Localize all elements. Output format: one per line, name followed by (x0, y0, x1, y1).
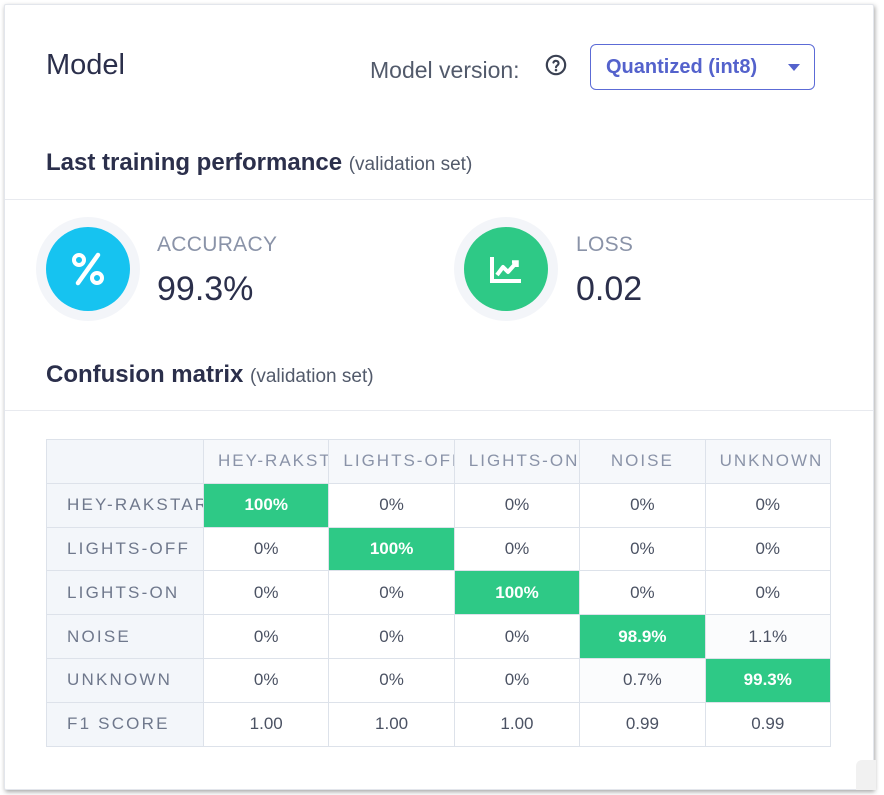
percent-icon (72, 252, 104, 286)
matrix-cell: 0% (453, 526, 581, 572)
matrix-cell: 100% (328, 526, 455, 572)
column-header: NOISE (579, 439, 706, 484)
matrix-cell: 0% (328, 570, 455, 616)
training-performance-title: Last training performance (46, 149, 343, 176)
matrix-cell: 0% (579, 526, 706, 572)
matrix-cell: 0% (202, 657, 330, 703)
table-row: LIGHTS-ON 0% 0% 100% 0% 0% (46, 570, 831, 616)
loss-label: LOSS (576, 233, 634, 256)
matrix-cell: 0% (704, 526, 831, 572)
loss-badge (464, 227, 548, 311)
confusion-matrix-title: Confusion matrix (46, 361, 244, 388)
matrix-cell: 0% (704, 570, 831, 616)
model-version-value: Quantized (int8) (606, 55, 758, 78)
matrix-cell: 0% (202, 614, 330, 659)
caret-down-icon (788, 64, 800, 71)
f1-score-cell: 1.00 (453, 701, 581, 747)
row-header: F1 SCORE (46, 701, 204, 747)
table-corner-cell (46, 439, 204, 484)
row-header: HEY-RAKSTAR (46, 482, 204, 528)
matrix-cell: 0% (328, 614, 455, 659)
table-row: F1 SCORE 1.00 1.00 1.00 0.99 0.99 (46, 701, 831, 747)
matrix-cell: 0% (453, 482, 581, 528)
model-title: Model (46, 49, 125, 81)
divider (5, 410, 873, 411)
matrix-cell: 0% (202, 570, 330, 616)
table-row: NOISE 0% 0% 0% 98.9% 1.1% (46, 614, 831, 659)
confusion-matrix-table: HEY-RAKSTAR LIGHTS-OFF LIGHTS-ON NOISE U… (46, 439, 831, 747)
f1-score-cell: 0.99 (579, 701, 706, 747)
matrix-cell: 0% (202, 526, 330, 572)
table-header-row: HEY-RAKSTAR LIGHTS-OFF LIGHTS-ON NOISE U… (46, 439, 831, 484)
question-circle-icon[interactable] (545, 54, 567, 76)
matrix-cell: 0.7% (579, 657, 706, 703)
loss-value: 0.02 (576, 270, 643, 308)
model-version-select[interactable]: Quantized (int8) (590, 44, 815, 90)
divider (5, 199, 873, 200)
table-row: LIGHTS-OFF 0% 100% 0% 0% 0% (46, 526, 831, 572)
accuracy-badge (46, 227, 130, 311)
f1-score-cell: 0.99 (704, 701, 831, 747)
model-card: Model Model version: Quantized (int8) La… (4, 4, 874, 790)
model-version-label: Model version: (370, 57, 520, 83)
row-header: LIGHTS-OFF (46, 526, 204, 572)
matrix-cell: 0% (453, 657, 581, 703)
matrix-cell: 100% (453, 570, 581, 616)
column-header: LIGHTS-ON (453, 439, 581, 484)
column-header: UNKNOWN (704, 439, 831, 484)
matrix-cell: 0% (704, 482, 831, 528)
matrix-cell: 0% (579, 570, 706, 616)
column-header: LIGHTS-OFF (328, 439, 455, 484)
training-performance-heading: Last training performance (validation se… (46, 149, 472, 177)
chart-line-icon (490, 257, 521, 283)
row-header: LIGHTS-ON (46, 570, 204, 616)
column-header: HEY-RAKSTAR (202, 439, 330, 484)
matrix-cell: 98.9% (579, 614, 706, 659)
confusion-matrix-subtitle: (validation set) (250, 366, 374, 387)
table-row: HEY-RAKSTAR 100% 0% 0% 0% 0% (46, 482, 831, 528)
accuracy-label: ACCURACY (157, 233, 278, 256)
matrix-cell: 0% (328, 482, 455, 528)
matrix-cell: 0% (453, 614, 581, 659)
f1-score-cell: 1.00 (328, 701, 455, 747)
row-header: NOISE (46, 614, 204, 659)
confusion-matrix-heading: Confusion matrix (validation set) (46, 361, 374, 389)
training-performance-subtitle: (validation set) (348, 154, 473, 175)
matrix-cell: 0% (328, 657, 455, 703)
matrix-cell: 0% (579, 482, 706, 528)
matrix-cell: 99.3% (704, 657, 831, 703)
matrix-cell: 1.1% (704, 614, 831, 659)
row-header: UNKNOWN (46, 657, 204, 703)
resize-handle[interactable] (856, 760, 876, 790)
matrix-cell: 100% (202, 482, 330, 528)
table-row: UNKNOWN 0% 0% 0% 0.7% 99.3% (46, 657, 831, 703)
accuracy-value: 99.3% (157, 270, 254, 308)
f1-score-cell: 1.00 (202, 701, 330, 747)
